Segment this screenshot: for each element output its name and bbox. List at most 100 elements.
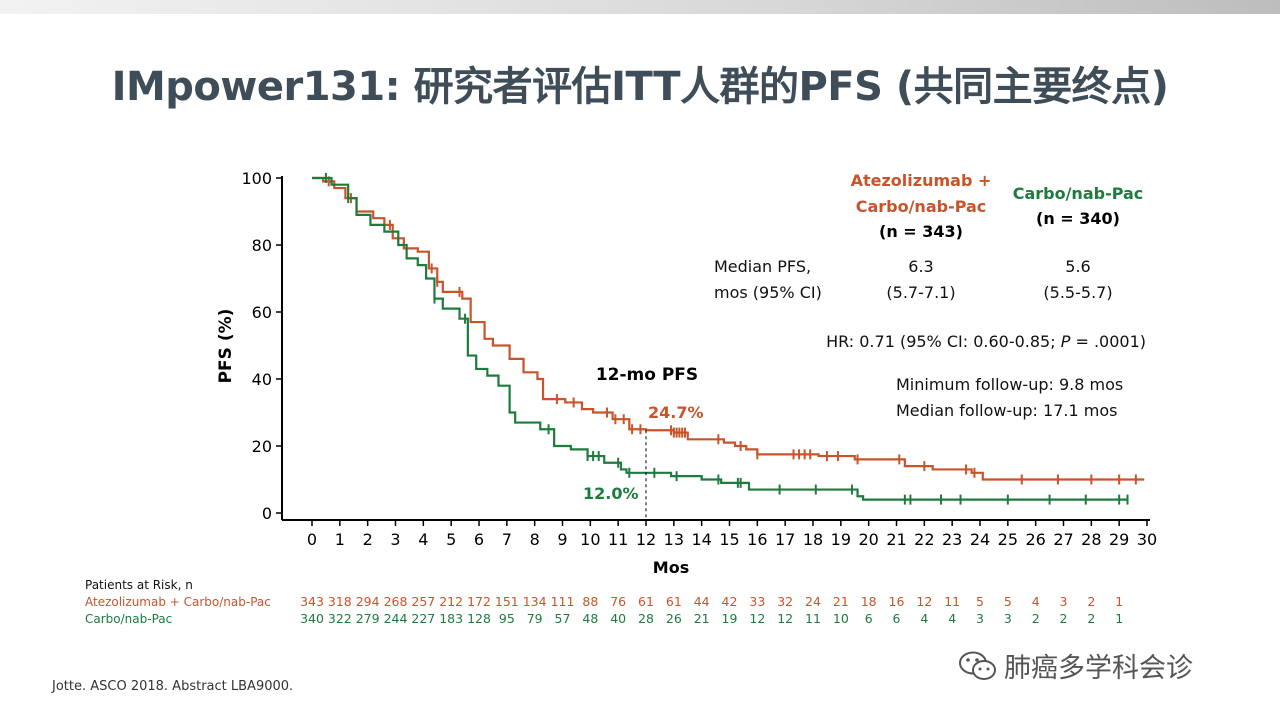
risk-carbo-value: 4 [920, 611, 928, 626]
x-tick-label: 3 [390, 530, 400, 549]
risk-carbo-value: 183 [439, 611, 463, 626]
carbo-ci: (5.5-5.7) [1043, 283, 1112, 302]
risk-carbo-value: 19 [722, 611, 738, 626]
risk-atezo-value: 44 [694, 594, 710, 609]
risk-carbo-value: 40 [610, 611, 626, 626]
carbo-median: 5.6 [1065, 257, 1090, 276]
risk-carbo-value: 322 [328, 611, 352, 626]
x-tick-label: 11 [608, 530, 628, 549]
risk-atezo-value: 33 [749, 594, 765, 609]
x-tick-label: 26 [1025, 530, 1045, 549]
legend-carbo-line1: Carbo/nab-Pac [1013, 184, 1144, 203]
risk-header: Patients at Risk, n [85, 578, 193, 592]
risk-carbo-value: 26 [666, 611, 682, 626]
x-tick-label: 25 [998, 530, 1018, 549]
risk-carbo-value: 128 [467, 611, 491, 626]
risk-carbo-value: 11 [805, 611, 821, 626]
risk-carbo-value: 48 [582, 611, 598, 626]
carbo-12mo-value: 12.0% [583, 484, 639, 503]
x-tick-label: 8 [530, 530, 540, 549]
risk-atezo-value: 343 [300, 594, 324, 609]
x-axis-title: Mos [653, 558, 689, 577]
x-tick-label: 7 [502, 530, 512, 549]
risk-atezo-value: 151 [495, 594, 519, 609]
y-tick-label: 40 [252, 370, 272, 389]
x-tick-label: 9 [557, 530, 567, 549]
risk-carbo-value: 227 [411, 611, 435, 626]
y-tick-label: 0 [262, 504, 272, 523]
risk-atezo-value: 61 [638, 594, 654, 609]
risk-atezo-value: 88 [582, 594, 598, 609]
risk-carbo-value: 6 [865, 611, 873, 626]
x-tick-label: 16 [747, 530, 767, 549]
watermark: 肺癌多学科会诊 [958, 646, 1193, 685]
x-tick-label: 28 [1081, 530, 1101, 549]
x-tick-label: 21 [886, 530, 906, 549]
median-label-2: mos (95% CI) [714, 283, 822, 302]
risk-atezo-value: 21 [833, 594, 849, 609]
x-tick-label: 6 [474, 530, 484, 549]
y-tick-label: 60 [252, 303, 272, 322]
x-tick-label: 0 [307, 530, 317, 549]
risk-carbo-value: 3 [1004, 611, 1012, 626]
risk-atezo-value: 172 [467, 594, 491, 609]
hazard-ratio: HR: 0.71 (95% CI: 0.60-0.85; P = .0001) [826, 332, 1146, 351]
x-tick-label: 5 [446, 530, 456, 549]
x-tick-label: 1 [335, 530, 345, 549]
risk-carbo-value: 95 [499, 611, 515, 626]
risk-atezo-value: 12 [916, 594, 932, 609]
x-tick-label: 14 [691, 530, 711, 549]
y-tick-label: 80 [252, 236, 272, 255]
hr-suffix: = .0001) [1070, 332, 1146, 351]
y-tick-label: 20 [252, 437, 272, 456]
watermark-text: 肺癌多学科会诊 [1004, 653, 1193, 684]
risk-atezo-value: 294 [356, 594, 380, 609]
risk-atezo-value: 18 [861, 594, 877, 609]
risk-atezo-value: 42 [722, 594, 738, 609]
atezo-ci: (5.7-7.1) [886, 283, 955, 302]
risk-carbo-label: Carbo/nab-Pac [85, 612, 172, 626]
hr-prefix: HR: 0.71 (95% CI: 0.60-0.85; [826, 332, 1061, 351]
risk-atezo-value: 16 [889, 594, 905, 609]
risk-carbo-value: 6 [893, 611, 901, 626]
legend-atezo-line2: Carbo/nab-Pac [856, 197, 987, 216]
risk-atezo-value: 4 [1032, 594, 1040, 609]
x-tick-label: 24 [970, 530, 990, 549]
x-tick-label: 20 [858, 530, 878, 549]
risk-atezo-value: 5 [976, 594, 984, 609]
min-follow-up: Minimum follow-up: 9.8 mos [896, 375, 1123, 394]
x-tick-label: 12 [636, 530, 656, 549]
x-tick-label: 19 [831, 530, 851, 549]
risk-atezo-value: 1 [1115, 594, 1123, 609]
risk-atezo-value: 5 [1004, 594, 1012, 609]
km-curve-atezo [312, 176, 1145, 481]
risk-carbo-value: 28 [638, 611, 654, 626]
x-tick-label: 23 [942, 530, 962, 549]
top-gradient-bar [0, 0, 1280, 14]
x-tick-label: 30 [1137, 530, 1157, 549]
risk-carbo-value: 21 [694, 611, 710, 626]
risk-carbo-value: 340 [300, 611, 324, 626]
x-tick-label: 29 [1109, 530, 1129, 549]
atezo-12mo-value: 24.7% [648, 403, 704, 422]
risk-carbo-value: 1 [1115, 611, 1123, 626]
risk-atezo-value: 61 [666, 594, 682, 609]
x-tick-label: 27 [1053, 530, 1073, 549]
legend-carbo-n: (n = 340) [1036, 209, 1120, 228]
risk-atezo-value: 24 [805, 594, 821, 609]
km-curve-carbo [312, 176, 1128, 501]
risk-atezo-value: 32 [777, 594, 793, 609]
risk-carbo-value: 2 [1060, 611, 1068, 626]
risk-atezo-value: 268 [384, 594, 408, 609]
risk-atezo-value: 134 [523, 594, 547, 609]
hr-p: P [1061, 332, 1071, 351]
x-tick-label: 15 [719, 530, 739, 549]
twelve-mo-pfs-label: 12-mo PFS [596, 365, 698, 385]
risk-carbo-value: 2 [1032, 611, 1040, 626]
risk-atezo-value: 318 [328, 594, 352, 609]
slide-title: IMpower131: 研究者评估ITT人群的PFS (共同主要终点) [111, 64, 1169, 110]
risk-carbo-value: 3 [976, 611, 984, 626]
footnote: Jotte. ASCO 2018. Abstract LBA9000. [52, 679, 294, 694]
median-follow-up: Median follow-up: 17.1 mos [896, 401, 1117, 420]
